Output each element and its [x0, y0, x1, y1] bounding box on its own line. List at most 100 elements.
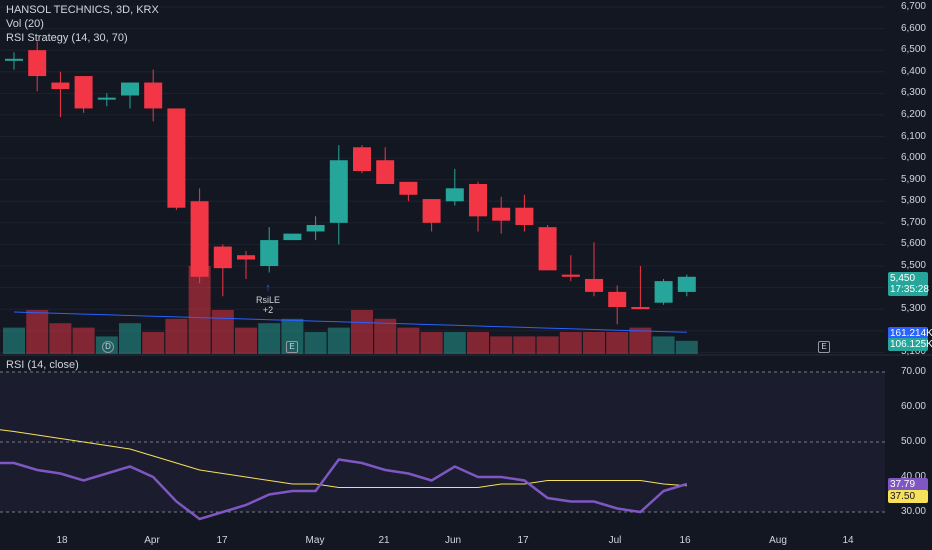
candle-body	[376, 160, 395, 184]
volume-bar	[536, 336, 559, 354]
time-tick-label: 17	[216, 535, 228, 546]
candle-body	[677, 276, 696, 292]
candle-body	[51, 82, 70, 90]
volume-legend: Vol (20)	[6, 18, 44, 30]
buy-arrow-icon: ↑	[265, 282, 271, 294]
volume-bar	[420, 332, 443, 354]
volume-bar	[374, 318, 397, 354]
candle-body	[260, 240, 279, 266]
candle-body	[213, 246, 232, 269]
volume-bar	[629, 327, 652, 354]
strategy-legend: RSI Strategy (14, 30, 70)	[6, 32, 128, 44]
candle-body	[237, 255, 255, 260]
candle-body	[469, 183, 487, 217]
candle-body	[492, 207, 511, 221]
volume-bar	[652, 336, 675, 354]
volume-bar	[165, 318, 188, 354]
rsi-ma-line	[0, 429, 687, 488]
candle-body	[190, 201, 209, 277]
rsi-tick-label: 70.00	[900, 366, 926, 377]
candle-body	[631, 307, 650, 310]
price-tick-label: 5,300	[900, 303, 926, 315]
time-tick-label: 21	[378, 535, 390, 546]
volume-bar	[513, 336, 536, 354]
time-tick-label: Aug	[769, 535, 787, 546]
candle-body	[329, 160, 348, 223]
time-tick-label: 18	[56, 535, 68, 546]
candle-body	[422, 199, 441, 223]
candle-body	[608, 291, 627, 308]
candle-body	[74, 76, 93, 109]
signal-name: RsiLE	[255, 295, 280, 305]
rsi-tick-label: 30.00	[900, 506, 926, 517]
price-tick-label: 5,600	[900, 238, 926, 250]
countdown-tag: 17:35:28	[888, 283, 929, 296]
volume-bar	[327, 327, 350, 354]
earnings-badge[interactable]: E	[286, 341, 298, 353]
vol-ma-tag: 161.214K	[888, 327, 932, 340]
time-tick-label: Apr	[144, 535, 160, 546]
volume-bar	[258, 323, 281, 354]
volume-bar	[397, 327, 420, 354]
volume-bar	[72, 327, 95, 354]
rsi-line	[0, 458, 688, 521]
volume-bar	[443, 332, 466, 354]
volume-bar	[235, 327, 257, 354]
candle-body	[654, 281, 673, 303]
volume-bar	[49, 323, 72, 354]
price-tick-label: 6,200	[900, 108, 926, 120]
volume-bar	[467, 332, 489, 354]
volume-bars	[3, 266, 698, 354]
price-tick-label: 5,700	[900, 216, 926, 228]
signal-qty: +2	[262, 305, 274, 315]
time-tick-label: 14	[842, 535, 854, 546]
volume-bar	[490, 336, 513, 354]
price-tick-label: 6,300	[900, 87, 926, 99]
vol-value-tag: 106.125K	[888, 338, 932, 351]
price-tick-label: 5,100	[900, 346, 926, 358]
time-tick-label: 17	[517, 535, 529, 546]
rsi-tick-label: 40.00	[900, 471, 926, 482]
candle-body	[28, 50, 47, 77]
volume-bar	[188, 266, 211, 354]
time-tick-label: Jul	[608, 535, 622, 546]
candle-body	[144, 82, 163, 109]
price-tick-label: 5,500	[900, 260, 926, 271]
volume-bar	[142, 332, 165, 354]
price-tick-label: 6,700	[900, 1, 926, 12]
volume-bar	[304, 332, 327, 354]
candle-body	[515, 207, 534, 225]
last-price-tag: 5,450	[888, 272, 928, 285]
volume-bar	[3, 327, 25, 354]
candle-body	[5, 58, 23, 61]
chart-title: HANSOL TECHNICS, 3D, KRX	[6, 4, 159, 16]
earnings-badge-upcoming[interactable]: E	[818, 341, 830, 353]
volume-bar	[351, 310, 373, 354]
rsi-tick-label: 60.00	[900, 401, 926, 412]
candle-body	[585, 278, 603, 292]
rsi-legend: RSI (14, close)	[6, 359, 79, 371]
dividend-badge[interactable]: D	[102, 341, 114, 353]
candle-body	[167, 108, 186, 208]
candle-body	[121, 82, 139, 96]
rsi-tick-label: 50.00	[900, 436, 926, 447]
candle-body	[306, 224, 325, 232]
price-tick-label: 6,500	[900, 44, 926, 56]
volume-bar	[675, 340, 698, 354]
price-tick-label: 5,900	[900, 173, 926, 185]
volume-bar	[606, 332, 629, 354]
price-candles	[5, 41, 696, 325]
rsi-band	[0, 372, 885, 512]
candle-body	[97, 97, 116, 100]
time-tick-label: Jun	[444, 535, 462, 546]
price-gridlines	[0, 6, 932, 356]
candle-body	[399, 181, 418, 195]
rsi-ma-tag: 37.50	[888, 490, 928, 503]
time-tick-label: 16	[679, 535, 691, 546]
volume-bar	[119, 323, 141, 354]
volume-bar	[559, 332, 582, 354]
volume-bar	[211, 310, 234, 354]
candle-body	[561, 274, 580, 277]
volume-ma-line	[13, 311, 687, 333]
